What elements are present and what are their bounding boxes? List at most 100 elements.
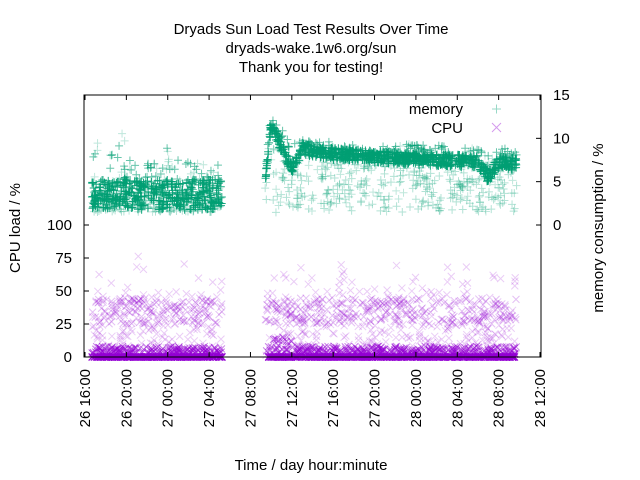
cpu-point (393, 297, 401, 305)
cpu-point (347, 318, 356, 327)
cpu-point (170, 314, 178, 323)
cpu-point (337, 260, 346, 269)
cpu-point (284, 311, 293, 320)
cpu-point (308, 330, 317, 338)
cpu-point (184, 352, 192, 360)
cpu-point (354, 322, 363, 331)
cpu-point (129, 301, 138, 309)
cpu-point (139, 327, 147, 335)
cpu-point (458, 321, 467, 330)
cpu-point (425, 320, 433, 328)
cpu-point (398, 333, 406, 342)
cpu-point (261, 315, 270, 324)
cpu-point (315, 303, 323, 312)
cpu-point (147, 293, 156, 302)
y2-axis-label: memory consumption / % (590, 143, 607, 312)
cpu-point (95, 318, 104, 327)
cpu-point (427, 287, 436, 296)
memory-point (317, 173, 326, 182)
cpu-point (112, 304, 120, 313)
cpu-point (266, 317, 275, 326)
cpu-point (154, 318, 163, 327)
cpu-point (403, 310, 411, 319)
cpu-point (185, 298, 193, 306)
cpu-point (376, 329, 385, 337)
cpu-point (190, 303, 199, 312)
cpu-point (403, 299, 412, 307)
cpu-point (295, 315, 304, 323)
cpu-point (282, 319, 290, 328)
cpu-point (263, 289, 272, 298)
cpu-point (422, 307, 430, 315)
cpu-point (322, 320, 331, 328)
cpu-point (282, 313, 291, 321)
cpu-point (179, 297, 188, 306)
cpu-point (354, 332, 363, 341)
cpu-point (165, 337, 173, 346)
cpu-point (336, 298, 345, 307)
cpu-point (100, 314, 108, 322)
title-line-1: Dryads Sun Load Test Results Over Time (174, 21, 449, 38)
memory-point (261, 184, 270, 193)
cpu-point (394, 295, 403, 304)
cpu-point (395, 293, 403, 302)
cpu-point (116, 333, 125, 342)
cpu-point (123, 283, 132, 292)
cpu-point (98, 321, 107, 329)
cpu-point (92, 326, 101, 335)
cpu-point (355, 287, 364, 296)
cpu-point (133, 304, 142, 312)
memory-point (380, 169, 389, 178)
memory-point (345, 202, 354, 211)
cpu-point (98, 331, 107, 340)
cpu-point (313, 308, 322, 317)
x-tick-label: 27 12:00 (284, 369, 301, 427)
cpu-point (437, 315, 446, 324)
memory-point (392, 186, 401, 195)
cpu-point (440, 299, 448, 307)
cpu-point (115, 312, 124, 321)
cpu-point (95, 270, 103, 279)
cpu-point (339, 310, 348, 319)
cpu-point (318, 295, 327, 304)
cpu-point (94, 295, 103, 304)
cpu-point (287, 343, 296, 352)
cpu-point (421, 339, 430, 348)
cpu-point (396, 299, 404, 308)
cpu-point (437, 335, 446, 344)
cpu-point (207, 325, 216, 334)
cpu-point (127, 319, 136, 328)
cpu-point (339, 290, 347, 299)
memory-point (292, 202, 301, 211)
cpu-point (366, 317, 375, 326)
cpu-point (410, 309, 419, 317)
memory-point (406, 203, 415, 212)
cpu-point (120, 326, 128, 335)
cpu-point (165, 290, 174, 298)
memory-point (376, 206, 385, 215)
cpu-point (426, 308, 435, 317)
cpu-point (381, 299, 390, 308)
cpu-point (443, 263, 452, 272)
memory-point (395, 178, 404, 187)
cpu-point (96, 317, 105, 326)
cpu-point (296, 305, 305, 314)
cpu-point (207, 297, 215, 306)
cpu-point (313, 327, 322, 336)
cpu-point (363, 306, 371, 315)
cpu-point (290, 277, 298, 286)
cpu-point (134, 299, 143, 308)
cpu-point (294, 332, 302, 340)
cpu-point (320, 316, 329, 324)
cpu-point (88, 349, 97, 358)
cpu-point (175, 346, 183, 354)
cpu-point (281, 311, 290, 319)
cpu-point (284, 329, 292, 338)
cpu-point (316, 309, 325, 317)
cpu-point (297, 336, 305, 345)
cpu-point (308, 274, 316, 282)
cpu-point (163, 306, 172, 315)
cpu-point (282, 308, 291, 316)
cpu-point (272, 299, 281, 308)
cpu-point (192, 322, 201, 331)
